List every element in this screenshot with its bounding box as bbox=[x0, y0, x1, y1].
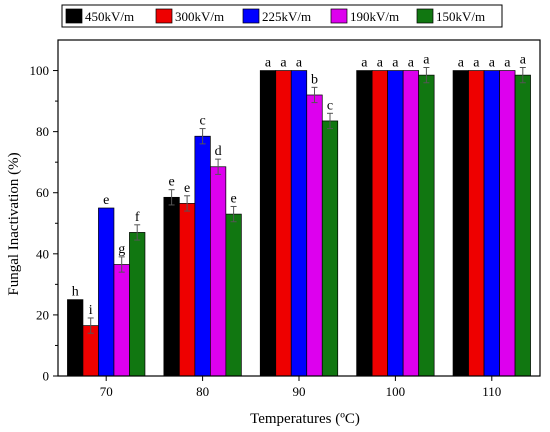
axes-layer: 70 80 90 100 110 0 20 40 60 80 100 bbox=[30, 39, 541, 399]
x-axis-title: Temperatures (ºC) bbox=[250, 411, 360, 427]
legend-label: 225kV/m bbox=[262, 9, 311, 24]
legend-entry-225kV/m: 225kV/m bbox=[242, 8, 311, 24]
y-tick-label-0: 0 bbox=[43, 369, 50, 384]
bar-110-450kV/m bbox=[452, 70, 469, 377]
significance-label-100-450kV/m: a bbox=[361, 56, 368, 71]
bar-70-225kV/m bbox=[98, 207, 115, 377]
significance-label-80-150kV/m: e bbox=[230, 191, 236, 206]
significance-label-70-450kV/m: h bbox=[72, 285, 79, 300]
significance-label-100-190kV/m: a bbox=[408, 56, 415, 71]
y-tick-label-100: 100 bbox=[30, 63, 50, 78]
legend-entry-450kV/m: 450kV/m bbox=[65, 8, 134, 24]
error-bar-70-190kV/m bbox=[118, 256, 125, 273]
error-bar-80-300kV/m bbox=[184, 195, 191, 212]
significance-label-90-190kV/m: b bbox=[311, 72, 318, 87]
error-bars-layer bbox=[87, 66, 526, 334]
bar-100-225kV/m bbox=[387, 70, 404, 377]
error-bar-70-300kV/m bbox=[87, 317, 94, 334]
significance-label-90-225kV/m: a bbox=[296, 56, 303, 71]
significance-label-80-190kV/m: d bbox=[215, 144, 222, 159]
y-tick-label-20: 20 bbox=[36, 307, 49, 322]
x-tick-label-110: 110 bbox=[482, 384, 501, 399]
legend-swatch bbox=[242, 8, 260, 24]
legend-entry-150kV/m: 150kV/m bbox=[416, 8, 485, 24]
error-bar-110-150kV/m bbox=[519, 66, 526, 84]
bar-100-450kV/m bbox=[356, 70, 373, 377]
significance-label-110-190kV/m: a bbox=[504, 56, 511, 71]
significance-label-80-450kV/m: e bbox=[168, 175, 174, 190]
bar-110-150kV/m bbox=[514, 74, 531, 377]
x-tick-label-80: 80 bbox=[196, 384, 209, 399]
bar-80-225kV/m bbox=[194, 135, 211, 377]
legend-entry-300kV/m: 300kV/m bbox=[155, 8, 224, 24]
error-bar-80-450kV/m bbox=[168, 189, 175, 206]
significance-label-90-300kV/m: a bbox=[280, 56, 287, 71]
significance-label-110-450kV/m: a bbox=[458, 56, 465, 71]
error-bar-80-150kV/m bbox=[230, 205, 237, 223]
significance-label-100-225kV/m: a bbox=[392, 56, 399, 71]
bar-90-190kV/m bbox=[306, 94, 323, 377]
error-bar-80-225kV/m bbox=[199, 128, 206, 145]
bar-100-190kV/m bbox=[402, 70, 419, 377]
bar-80-300kV/m bbox=[179, 203, 196, 377]
legend-label: 190kV/m bbox=[350, 9, 399, 24]
significance-label-110-300kV/m: a bbox=[473, 56, 480, 71]
bar-110-190kV/m bbox=[499, 70, 516, 377]
bar-90-150kV/m bbox=[321, 120, 339, 377]
x-tick-label-100: 100 bbox=[386, 384, 406, 399]
bar-80-190kV/m bbox=[210, 166, 227, 377]
significance-label-80-300kV/m: e bbox=[184, 181, 190, 196]
significance-label-70-225kV/m: e bbox=[103, 193, 109, 208]
bar-70-190kV/m bbox=[113, 264, 130, 377]
bar-90-225kV/m bbox=[290, 70, 308, 377]
significance-label-70-150kV/m: f bbox=[135, 210, 140, 225]
error-bar-80-190kV/m bbox=[215, 158, 222, 175]
significance-label-90-150kV/m: c bbox=[327, 98, 333, 113]
legend-entry-190kV/m: 190kV/m bbox=[330, 8, 399, 24]
y-tick-label-60: 60 bbox=[36, 185, 49, 200]
bars-layer bbox=[67, 70, 531, 377]
x-tick-label-90: 90 bbox=[293, 384, 306, 399]
legend: 450kV/m 300kV/m 225kV/m 190kV/m 150kV/m bbox=[61, 4, 503, 28]
legend-label: 300kV/m bbox=[175, 9, 224, 24]
significance-label-70-190kV/m: g bbox=[118, 242, 125, 257]
bar-70-450kV/m bbox=[67, 299, 84, 377]
significance-label-90-450kV/m: a bbox=[265, 56, 272, 71]
legend-swatch bbox=[155, 8, 173, 24]
legend-label: 450kV/m bbox=[85, 9, 134, 24]
significance-label-80-225kV/m: c bbox=[199, 114, 205, 129]
significance-label-100-150kV/m: a bbox=[423, 52, 430, 67]
y-tick-label-40: 40 bbox=[36, 246, 49, 261]
bar-90-450kV/m bbox=[259, 70, 277, 377]
legend-label: 150kV/m bbox=[436, 9, 485, 24]
significance-label-110-225kV/m: a bbox=[489, 56, 496, 71]
significance-label-110-150kV/m: a bbox=[520, 52, 527, 67]
error-bar-90-150kV/m bbox=[327, 112, 333, 130]
bar-110-225kV/m bbox=[483, 70, 500, 377]
plot-frame bbox=[57, 39, 541, 377]
bar-80-150kV/m bbox=[225, 213, 242, 377]
legend-swatch bbox=[65, 8, 83, 24]
bar-90-300kV/m bbox=[275, 70, 292, 377]
legend-swatch bbox=[330, 8, 348, 24]
bar-80-450kV/m bbox=[163, 196, 180, 377]
y-axis-title: Fungal Inactivation (%) bbox=[6, 152, 22, 295]
legend-swatch bbox=[416, 8, 434, 24]
y-tick-label-80: 80 bbox=[36, 124, 49, 139]
error-bar-90-190kV/m bbox=[311, 86, 318, 104]
x-tick-label-70: 70 bbox=[100, 384, 113, 399]
error-bar-100-150kV/m bbox=[423, 66, 430, 84]
significance-label-70-300kV/m: i bbox=[89, 303, 93, 318]
bar-100-150kV/m bbox=[418, 74, 435, 377]
bar-70-150kV/m bbox=[129, 232, 146, 377]
bar-100-300kV/m bbox=[371, 70, 388, 377]
error-bar-70-150kV/m bbox=[134, 224, 141, 241]
bar-110-300kV/m bbox=[468, 70, 485, 377]
significance-label-100-300kV/m: a bbox=[377, 56, 384, 71]
